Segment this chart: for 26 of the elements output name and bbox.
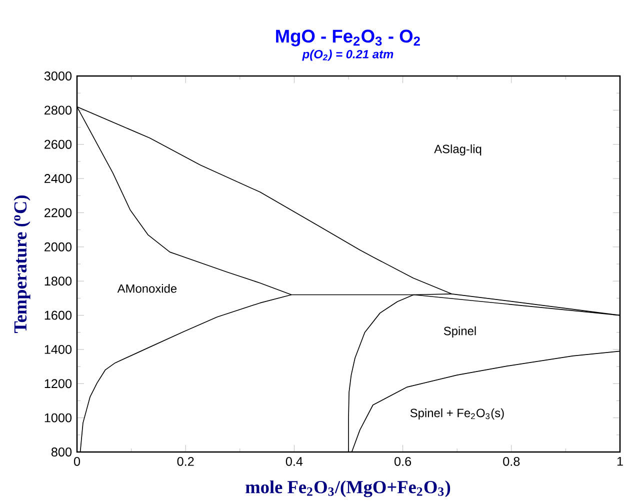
chart-subtitle: p(O$_{2}$) = 0.21 atm [302, 50, 394, 61]
y-axis-title: Temperature ($^{o}$C) [14, 196, 30, 333]
y-tick-label: 1000 [44, 413, 72, 422]
y-tick-label: 1600 [44, 310, 72, 320]
y-tick-label: 1400 [44, 344, 72, 354]
x-tick-label: 0 [74, 456, 80, 466]
x-tick-label: 0.8 [503, 456, 520, 466]
y-tick-label: 1200 [44, 379, 72, 388]
y-tick-label: 2200 [44, 208, 72, 218]
y-tick-label: 1800 [44, 276, 72, 286]
x-tick-label: 0.2 [177, 456, 194, 466]
annotation: ASlag-liq [434, 144, 482, 156]
annotation: AMonoxide [117, 284, 177, 293]
text: mole Fe$_{2}$O$_{3}$/(MgO+Fe$_{2}$O$_{3}$) [246, 480, 450, 498]
annotation: Spinel + Fe$_{2}$O$_{3}$(s) [410, 408, 504, 420]
x-tick-label: 0.6 [394, 456, 412, 466]
y-tick-label: 2600 [44, 140, 72, 149]
y-tick-label: 2400 [44, 174, 72, 184]
y-tick-label: 800 [51, 448, 72, 456]
x-tick-label: 0.4 [286, 456, 303, 466]
chart-title: MgO - Fe$_{2}$O$_{3}$ - O$_{2}$ [276, 30, 420, 46]
y-tick-label: 2000 [44, 242, 72, 252]
y-tick-label: 3000 [44, 72, 72, 80]
x-tick-label: 1 [617, 456, 623, 466]
y-tick-label: 2800 [44, 106, 72, 115]
annotation: Spinel [444, 326, 476, 338]
